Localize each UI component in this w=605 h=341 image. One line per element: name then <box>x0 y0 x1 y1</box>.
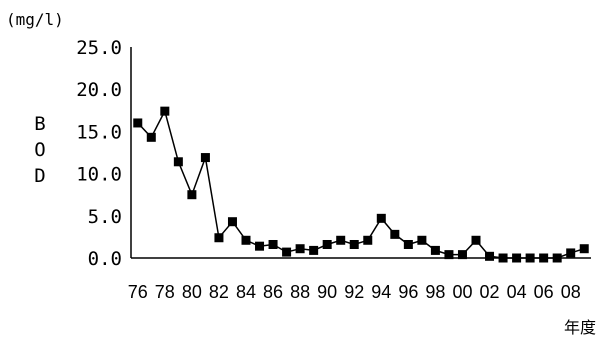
x-tick-label: 08 <box>561 282 581 302</box>
data-point <box>539 253 549 263</box>
data-point <box>471 235 481 245</box>
data-point <box>187 190 197 200</box>
data-point <box>173 157 183 167</box>
data-point <box>160 106 170 116</box>
unit-label: (mg/l) <box>6 10 64 29</box>
data-point <box>485 251 495 261</box>
x-tick-label: 86 <box>263 282 283 302</box>
y-tick-label: 10.0 <box>76 164 122 186</box>
y-axis-label-char: D <box>34 165 45 187</box>
data-point <box>376 213 386 223</box>
data-point <box>227 217 237 227</box>
series-bod <box>133 106 589 263</box>
x-tick-label: 92 <box>344 282 364 302</box>
data-point <box>498 253 508 263</box>
x-axis-label: 年度 <box>564 319 596 337</box>
data-point <box>363 235 373 245</box>
x-tick-label: 94 <box>371 282 391 302</box>
x-tick-label: 04 <box>507 282 527 302</box>
x-tick-label: 00 <box>452 282 472 302</box>
y-tick-label: 5.0 <box>88 206 122 228</box>
data-point <box>579 244 589 254</box>
data-point <box>200 153 210 163</box>
data-point <box>403 239 413 249</box>
x-tick-label: 06 <box>534 282 554 302</box>
data-point <box>525 253 535 263</box>
x-tick-label: 96 <box>398 282 418 302</box>
y-tick-label: 0.0 <box>88 248 122 270</box>
y-tick-label: 25.0 <box>76 37 122 59</box>
y-axis-label-char: O <box>34 139 45 161</box>
data-point <box>133 118 143 128</box>
y-axis-label: BOD <box>34 113 45 187</box>
x-tick-label: 84 <box>236 282 256 302</box>
data-point <box>349 239 359 249</box>
x-tick-label: 98 <box>425 282 445 302</box>
data-point <box>255 241 265 251</box>
data-point <box>214 233 224 243</box>
data-point <box>295 244 305 254</box>
x-tick-label: 90 <box>317 282 337 302</box>
data-point <box>566 248 576 258</box>
y-axis-ticks: 0.0 5.0 10.0 15.0 20.0 25.0 <box>76 37 122 270</box>
data-point <box>268 239 278 249</box>
x-tick-label: 80 <box>182 282 202 302</box>
x-tick-label: 78 <box>155 282 175 302</box>
x-tick-label: 82 <box>209 282 229 302</box>
data-point <box>457 250 467 260</box>
series-line <box>137 109 585 259</box>
data-point <box>417 235 427 245</box>
data-point <box>282 247 292 257</box>
y-tick-label: 15.0 <box>76 121 122 143</box>
data-point <box>444 250 454 260</box>
x-tick-label: 88 <box>290 282 310 302</box>
axes <box>130 47 591 259</box>
data-point <box>146 132 156 142</box>
data-point <box>512 253 522 263</box>
data-point <box>241 235 251 245</box>
y-axis-label-char: B <box>34 113 45 135</box>
data-point <box>552 253 562 263</box>
y-tick-label: 20.0 <box>76 79 122 101</box>
x-tick-label: 76 <box>128 282 148 302</box>
data-point <box>309 245 319 255</box>
x-tick-label: 02 <box>480 282 500 302</box>
data-point <box>322 239 332 249</box>
data-point <box>430 245 440 255</box>
data-point <box>390 229 400 239</box>
x-axis-ticks: 76 78 80 82 84 86 88 90 92 94 96 98 00 02 04 06 08 <box>128 282 581 302</box>
data-point <box>336 235 346 245</box>
